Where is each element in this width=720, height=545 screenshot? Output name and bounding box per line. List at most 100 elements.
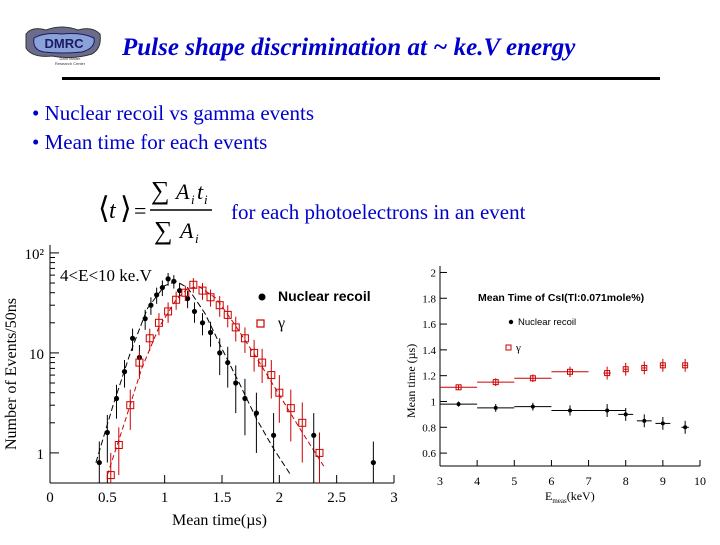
right-legend-recoil: Nuclear recoil — [518, 317, 576, 328]
right-ylabel: Mean time (µs) — [404, 344, 418, 418]
right-legend-marker-recoil — [508, 319, 514, 325]
left-point-recoil — [154, 292, 160, 298]
formula-note: for each photoelectrons in an event — [231, 200, 526, 224]
mean-time-histogram: 0 0.5 1 1.5 2 2.5 3 1 10 10² 4<E<10 ke.V Nuclear … — [0, 240, 400, 540]
left-legend-gamma: γ — [277, 315, 285, 332]
formula-lhs: t — [109, 198, 117, 224]
right-y-tick-label: 1.2 — [422, 371, 436, 383]
formula-numerator-sub: i — [191, 192, 195, 207]
right-title: Mean Time of CsI(Tl:0.071mole%) — [478, 292, 644, 304]
right-point-recoil — [530, 404, 535, 409]
formula-lhs-bracket-left: ⟨ — [98, 192, 110, 225]
left-point-recoil — [370, 459, 376, 466]
right-xlabel-main: E — [545, 489, 552, 503]
left-fit-line — [106, 286, 326, 476]
left-point-gamma — [286, 404, 295, 413]
right-point-recoil — [660, 421, 665, 426]
right-point-recoil — [605, 408, 610, 413]
left-point-recoil — [185, 295, 191, 302]
left-point-recoil — [121, 369, 128, 375]
left-point-gamma — [126, 401, 135, 410]
right-point-gamma — [659, 362, 666, 369]
right-xlabel-unit: (keV) — [567, 489, 595, 503]
left-point-gamma — [231, 323, 240, 332]
left-point-recoil — [113, 395, 120, 402]
right-legend-gamma: γ — [515, 342, 521, 354]
left-annotation: 4<E<10 ke.V — [60, 266, 153, 285]
left-point-gamma — [198, 286, 207, 295]
right-x-tick-label: 4 — [474, 474, 480, 488]
right-point-gamma — [529, 375, 536, 382]
left-x-tick-label: 0.5 — [98, 490, 117, 506]
left-point-recoil — [129, 335, 136, 341]
left-point-recoil — [207, 329, 214, 336]
left-point-recoil — [225, 359, 231, 366]
left-point-gamma — [258, 358, 267, 367]
right-x-tick-label: 7 — [586, 474, 592, 488]
right-xlabel: Emeas(keV) — [545, 489, 595, 505]
right-point-recoil — [568, 408, 572, 413]
right-x-tick-label: 5 — [511, 474, 517, 488]
left-point-gamma — [154, 318, 163, 327]
left-x-tick-label: 1.5 — [213, 490, 232, 506]
left-point-recoil — [104, 429, 110, 436]
formula-denominator: A — [178, 218, 194, 243]
left-point-gamma — [106, 471, 115, 480]
left-point-recoil — [159, 284, 165, 291]
left-point-recoil — [165, 276, 171, 282]
left-point-gamma — [215, 301, 224, 310]
left-point-gamma — [298, 418, 307, 427]
formula-numerator: A — [174, 179, 190, 204]
left-point-recoil — [191, 308, 198, 315]
left-point-gamma — [181, 288, 190, 297]
right-y-tick-label: 0.8 — [422, 422, 436, 434]
left-point-gamma — [315, 448, 324, 457]
left-x-tick-label: 2 — [276, 490, 284, 506]
left-y-tick-label: 10 — [29, 347, 44, 363]
left-point-recoil — [217, 350, 223, 356]
left-point-gamma — [250, 348, 259, 357]
slide-title: Pulse shape discrimination at ~ ke.V ene… — [122, 34, 576, 61]
left-legend-marker-gamma — [256, 319, 265, 328]
right-point-gamma — [641, 364, 648, 371]
left-point-recoil — [271, 432, 277, 438]
right-point-gamma — [604, 370, 611, 377]
formula-equals: = — [134, 198, 146, 223]
right-point-gamma — [567, 368, 573, 375]
left-legend-marker-recoil — [258, 293, 266, 301]
left-point-recoil — [148, 302, 154, 308]
bullet-item: Mean time for each events — [32, 128, 314, 157]
formula-numerator-var: t — [197, 179, 204, 204]
left-x-tick-label: 0 — [46, 490, 54, 506]
right-point-recoil — [642, 418, 647, 423]
left-point-gamma — [267, 371, 276, 380]
right-x-tick-label: 9 — [660, 474, 666, 488]
logo-subtext-1: Dark Matter — [60, 56, 82, 61]
right-point-recoil — [456, 402, 461, 407]
left-point-gamma — [135, 358, 144, 367]
left-point-recoil — [199, 320, 206, 326]
right-point-gamma — [622, 366, 629, 373]
right-y-tick-label: 1.4 — [422, 345, 436, 357]
formula-lhs-bracket-right: ⟩ — [120, 192, 132, 225]
right-point-recoil — [623, 412, 628, 417]
bullet-list: Nuclear recoil vs gamma events Mean time… — [32, 99, 314, 157]
right-point-recoil — [493, 405, 498, 410]
formula-sum-top: ∑ — [151, 176, 170, 205]
formula-denominator-sub: i — [195, 231, 199, 246]
left-ylabel: Number of Events/50ns — [3, 298, 20, 450]
left-point-gamma — [275, 388, 284, 397]
left-point-recoil — [233, 380, 239, 386]
left-point-gamma — [206, 293, 215, 302]
right-xlabel-sub: meas — [552, 497, 567, 505]
left-point-gamma — [189, 280, 198, 289]
left-y-tick-label: 10² — [25, 247, 45, 263]
formula-sum-bottom: ∑ — [154, 216, 173, 245]
left-point-recoil — [142, 316, 148, 322]
left-point-gamma — [240, 334, 249, 343]
left-xlabel: Mean time(µs) — [172, 512, 267, 529]
left-point-recoil — [311, 432, 317, 438]
right-y-tick-label: 1.6 — [422, 319, 436, 331]
right-x-tick-label: 3 — [437, 474, 443, 488]
dmrc-logo: DMRC Dark Matter Research Center — [22, 24, 104, 68]
